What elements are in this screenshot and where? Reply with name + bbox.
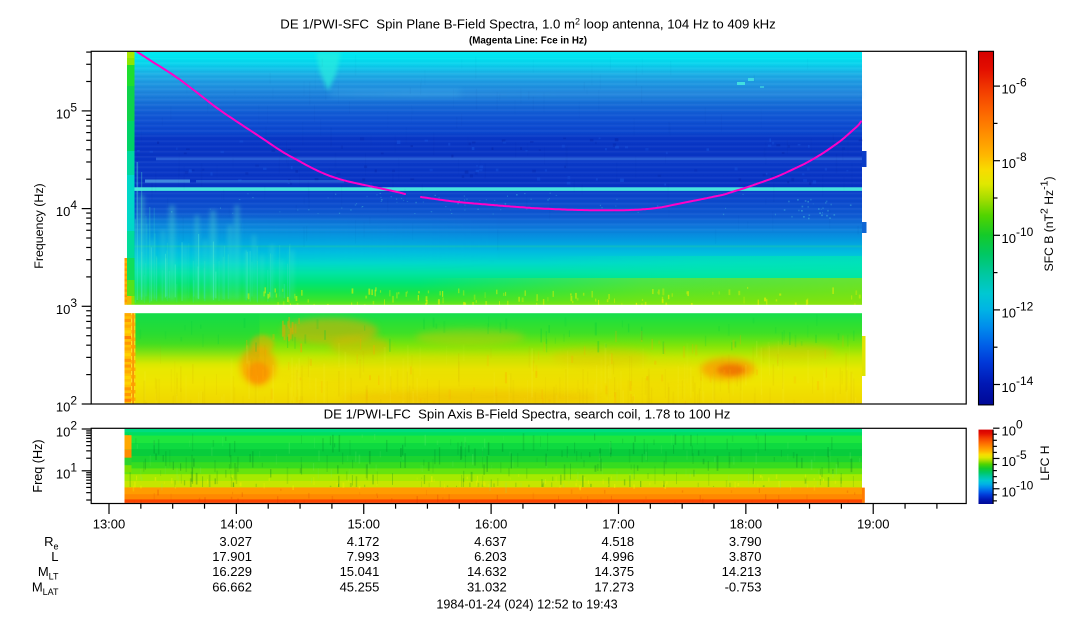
svg-text:17.901: 17.901 (212, 549, 252, 564)
svg-text:DE 1/PWI-SFC Spin Plane B-Fie: DE 1/PWI-SFC Spin Plane B-Field Spectra,… (280, 17, 775, 32)
svg-text:-0.753: -0.753 (725, 579, 762, 594)
svg-text:17:00: 17:00 (602, 516, 635, 531)
svg-text:14:00: 14:00 (220, 516, 253, 531)
svg-text:Freq (Hz): Freq (Hz) (31, 439, 45, 492)
svg-text:13:00: 13:00 (93, 516, 126, 531)
svg-text:DE 1/PWI-LFC Spin Axis B-Fiel: DE 1/PWI-LFC Spin Axis B-Field Spectra, … (324, 407, 731, 422)
svg-text:14.213: 14.213 (722, 564, 762, 579)
svg-text:16.229: 16.229 (212, 564, 252, 579)
svg-text:4.518: 4.518 (602, 534, 635, 549)
svg-text:19:00: 19:00 (857, 516, 890, 531)
svg-text:1984-01-24 (024) 12:52 to 19:4: 1984-01-24 (024) 12:52 to 19:43 (436, 598, 617, 612)
svg-text:4.172: 4.172 (347, 534, 380, 549)
svg-text:SFC B (nT2 Hz-1): SFC B (nT2 Hz-1) (1039, 176, 1057, 271)
svg-text:14.375: 14.375 (594, 564, 634, 579)
svg-text:17.273: 17.273 (594, 579, 634, 594)
svg-text:4.996: 4.996 (602, 549, 635, 564)
svg-text:7.993: 7.993 (347, 549, 380, 564)
svg-text:31.032: 31.032 (467, 579, 507, 594)
svg-text:15.041: 15.041 (340, 564, 380, 579)
svg-text:3.027: 3.027 (219, 534, 252, 549)
svg-text:LFC H: LFC H (1038, 445, 1052, 480)
svg-text:14.632: 14.632 (467, 564, 507, 579)
svg-text:16:00: 16:00 (475, 516, 508, 531)
svg-text:6.203: 6.203 (474, 549, 507, 564)
svg-text:3.790: 3.790 (729, 534, 762, 549)
svg-text:3.870: 3.870 (729, 549, 762, 564)
svg-text:15:00: 15:00 (347, 516, 380, 531)
svg-text:(Magenta Line: Fce in Hz): (Magenta Line: Fce in Hz) (469, 36, 587, 47)
svg-text:66.662: 66.662 (212, 579, 252, 594)
svg-text:4.637: 4.637 (474, 534, 507, 549)
svg-text:18:00: 18:00 (730, 516, 763, 531)
svg-text:Frequency (Hz): Frequency (Hz) (32, 183, 46, 268)
svg-text:45.255: 45.255 (340, 579, 380, 594)
svg-text:L: L (51, 549, 58, 564)
